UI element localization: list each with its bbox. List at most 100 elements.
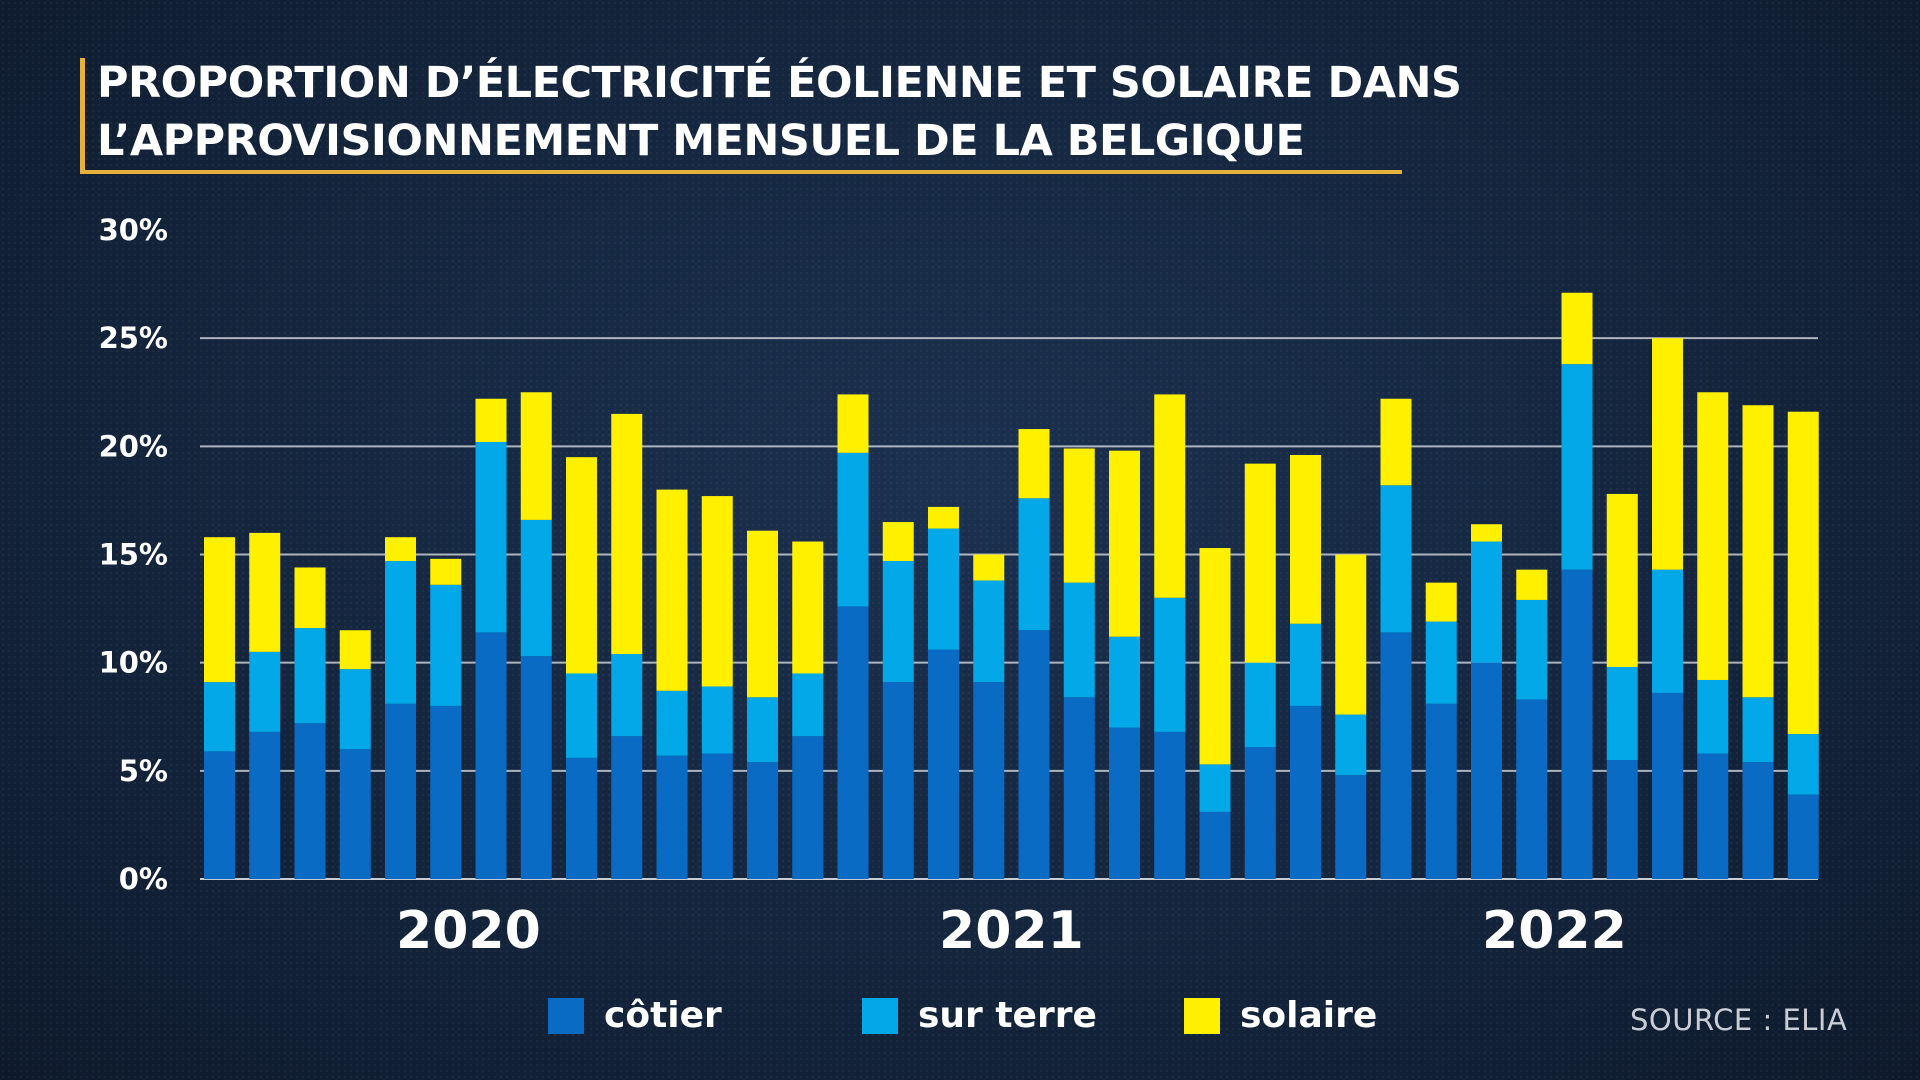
bar-solaire: [475, 398, 507, 443]
gridlines: [200, 337, 1818, 880]
x-year-label: 2020: [396, 901, 541, 961]
bar-cotier: [385, 703, 416, 879]
bar-sur-terre: [1606, 666, 1638, 761]
bar-solaire: [701, 496, 733, 687]
y-tick-label: 30%: [99, 213, 168, 247]
bar-solaire: [1425, 582, 1457, 622]
bar-cotier: [1697, 753, 1729, 879]
bar-cotier: [1244, 747, 1276, 879]
bar-cotier: [1018, 630, 1050, 879]
legend-label-solaire: solaire: [1240, 995, 1378, 1036]
bar-sur-terre: [520, 519, 552, 657]
legend-label-sur-terre: sur terre: [918, 995, 1097, 1036]
bar-sur-terre: [973, 580, 1005, 683]
chart-title-box: PROPORTION D’ÉLECTRICITÉ ÉOLIENNE ET SOL…: [80, 58, 1462, 174]
bar-sur-terre: [747, 697, 778, 763]
bar-solaire: [1471, 524, 1502, 542]
bar-sur-terre: [385, 560, 416, 704]
bar-cotier: [1335, 775, 1367, 879]
bar-cotier: [1109, 727, 1140, 879]
bar-solaire: [1606, 493, 1638, 667]
bar-solaire: [430, 558, 462, 585]
bar-solaire: [1290, 454, 1321, 624]
bar-cotier: [747, 762, 778, 879]
bar-sur-terre: [1425, 621, 1457, 704]
bar-cotier: [1787, 794, 1819, 879]
bar-cotier: [928, 649, 959, 879]
y-axis-tick-labels: 0% 5% 10% 15% 20% 25% 30%: [99, 213, 168, 896]
bar-cotier: [611, 736, 643, 879]
bar-cotier: [1516, 699, 1548, 879]
bar-solaire: [792, 541, 824, 674]
bar-solaire: [973, 554, 1005, 581]
bar-solaire: [1561, 292, 1593, 365]
bar-solaire: [928, 506, 959, 529]
y-tick-label: 0%: [119, 862, 168, 896]
bar-solaire: [339, 630, 371, 670]
x-year-label: 2021: [939, 901, 1084, 961]
bar-sur-terre: [928, 528, 959, 650]
bar-cotier: [701, 753, 733, 879]
bar-solaire: [204, 537, 235, 683]
bar-cotier: [339, 749, 371, 879]
chart-title-line-1: PROPORTION D’ÉLECTRICITÉ ÉOLIENNE ET SOL…: [97, 58, 1462, 108]
bar-sur-terre: [1154, 597, 1186, 732]
bar-cotier: [973, 682, 1005, 879]
legend-label-cotier: côtier: [604, 995, 722, 1036]
bar-cotier: [1561, 569, 1593, 879]
legend-swatch-solaire: [1184, 998, 1220, 1034]
bar-sur-terre: [430, 584, 462, 706]
bar-cotier: [294, 723, 326, 879]
bar-solaire: [294, 567, 326, 629]
bar-sur-terre: [611, 654, 643, 737]
bar-sur-terre: [882, 560, 914, 683]
bar-solaire: [520, 392, 552, 520]
bar-solaire: [1652, 338, 1683, 570]
y-tick-label: 15%: [99, 538, 168, 572]
bar-series: [204, 292, 1819, 879]
bar-cotier: [792, 736, 824, 879]
y-tick-label: 25%: [99, 321, 168, 355]
bar-sur-terre: [1063, 582, 1095, 698]
bar-solaire: [611, 413, 643, 655]
bar-cotier: [204, 751, 235, 879]
bar-cotier: [1471, 662, 1502, 879]
bar-solaire: [1244, 463, 1276, 663]
bar-sur-terre: [204, 682, 235, 752]
bar-cotier: [656, 755, 688, 879]
bar-cotier: [1380, 632, 1412, 879]
bar-solaire: [1516, 569, 1548, 600]
bar-solaire: [1787, 411, 1819, 735]
bar-sur-terre: [1787, 734, 1819, 795]
legend-swatch-sur-terre: [862, 998, 898, 1034]
bar-sur-terre: [1471, 541, 1502, 663]
bar-cotier: [566, 757, 597, 879]
bar-cotier: [1290, 705, 1321, 879]
bar-solaire: [1697, 392, 1729, 680]
bar-solaire: [1335, 554, 1367, 715]
bar-sur-terre: [1516, 599, 1548, 700]
bar-cotier: [1154, 731, 1186, 879]
y-tick-label: 10%: [99, 646, 168, 680]
bar-sur-terre: [249, 651, 281, 732]
bar-cotier: [1606, 760, 1638, 879]
bar-sur-terre: [1244, 662, 1276, 748]
x-axis-year-labels: 2020 2021 2022: [396, 901, 1627, 961]
bar-solaire: [1199, 548, 1231, 765]
bar-cotier: [1425, 703, 1457, 879]
bar-sur-terre: [1018, 498, 1050, 631]
bar-sur-terre: [837, 452, 869, 607]
chart-title-line-2: L’APPROVISIONNEMENT MENSUEL DE LA BELGIQ…: [97, 116, 1305, 166]
bar-sur-terre: [1561, 364, 1593, 570]
bar-solaire: [249, 532, 281, 652]
y-tick-label: 5%: [119, 754, 168, 788]
legend-swatch-cotier: [548, 998, 584, 1034]
source-note: SOURCE : ELIA: [1630, 1003, 1848, 1037]
bar-solaire: [1154, 394, 1186, 598]
bar-solaire: [1742, 405, 1774, 698]
bar-cotier: [249, 731, 281, 879]
bar-solaire: [837, 394, 869, 453]
bar-solaire: [747, 530, 778, 698]
bar-sur-terre: [1742, 697, 1774, 763]
